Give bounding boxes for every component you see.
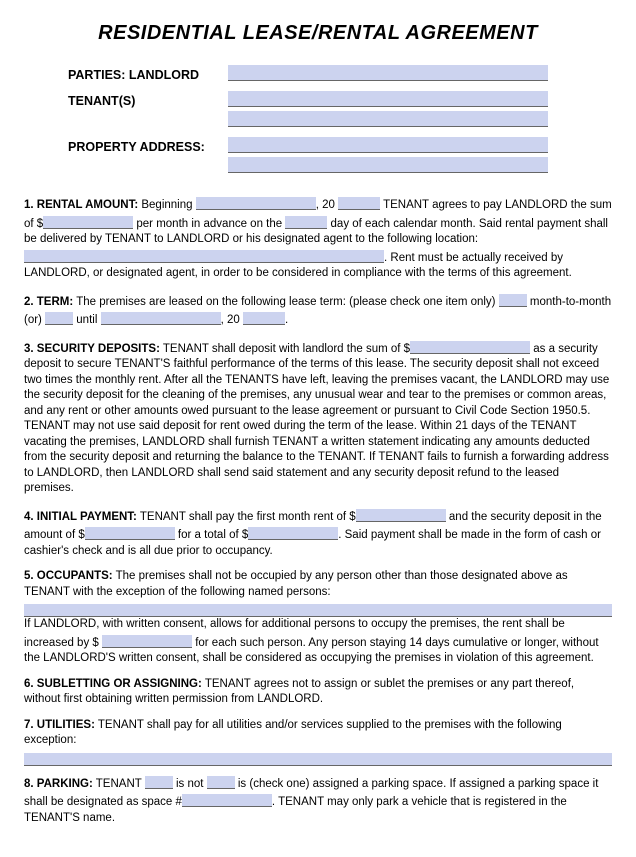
total-payment-field[interactable] [248, 527, 338, 540]
page-title: RESIDENTIAL LEASE/RENTAL AGREEMENT [24, 20, 612, 47]
begin-year-field[interactable] [338, 197, 380, 210]
s2-t4: , 20 [221, 314, 243, 326]
tenant-field-2[interactable] [228, 111, 548, 127]
begin-date-field[interactable] [196, 197, 316, 210]
occupants-names-field[interactable] [24, 604, 612, 617]
parking-isnot-checkbox[interactable] [145, 776, 173, 789]
s2-t5: . [285, 314, 288, 326]
landlord-row: PARTIES: LANDLORD [68, 65, 612, 85]
section-initial-payment: 4. INITIAL PAYMENT: TENANT shall pay the… [24, 507, 612, 560]
section-rental-amount: 1. RENTAL AMOUNT: Beginning , 20 TENANT … [24, 195, 612, 282]
section-5-label: 5. OCCUPANTS: [24, 570, 113, 582]
section-subletting: 6. SUBLETTING OR ASSIGNING: TENANT agree… [24, 677, 612, 708]
section-occupants: 5. OCCUPANTS: The premises shall not be … [24, 569, 612, 667]
s3-t2: as a security deposit to secure TENANT'S… [24, 343, 609, 495]
address-field-1[interactable] [228, 137, 548, 153]
term-end-date-field[interactable] [101, 312, 221, 325]
section-utilities: 7. UTILITIES: TENANT shall pay for all u… [24, 718, 612, 764]
section-term: 2. TERM: The premises are leased on the … [24, 292, 612, 329]
section-parking: 8. PARKING: TENANT is not is (check one)… [24, 774, 612, 827]
section-7-label: 7. UTILITIES: [24, 719, 95, 731]
utilities-exception-field[interactable] [24, 753, 612, 766]
section-6-label: 6. SUBLETTING OR ASSIGNING: [24, 678, 202, 690]
s1-t4: per month in advance on the [133, 218, 285, 230]
header-block: PARTIES: LANDLORD TENANT(S) PROPERTY ADD… [68, 65, 612, 177]
section-3-label: 3. SECURITY DEPOSITS: [24, 343, 160, 355]
payment-location-field[interactable] [24, 250, 384, 263]
address-row: PROPERTY ADDRESS: [68, 137, 612, 177]
section-4-label: 4. INITIAL PAYMENT: [24, 511, 137, 523]
s8-t2: is not [173, 778, 207, 790]
s4-t3: for a total of $ [175, 529, 249, 541]
s8-t1: TENANT [93, 778, 145, 790]
landlord-label: PARTIES: LANDLORD [68, 65, 228, 84]
s1-t2: , 20 [316, 199, 338, 211]
due-day-field[interactable] [285, 216, 327, 229]
s3-t1: TENANT shall deposit with landlord the s… [160, 343, 410, 355]
term-mtm-checkbox[interactable] [499, 294, 527, 307]
section-1-label: 1. RENTAL AMOUNT: [24, 199, 138, 211]
section-8-label: 8. PARKING: [24, 778, 93, 790]
rent-amount-field[interactable] [43, 216, 133, 229]
tenant-field-1[interactable] [228, 91, 548, 107]
s1-t1: Beginning [138, 199, 196, 211]
s7-t1: TENANT shall pay for all utilities and/o… [24, 719, 562, 747]
s4-t1: TENANT shall pay the first month rent of… [137, 511, 356, 523]
term-fixed-checkbox[interactable] [45, 312, 73, 325]
parking-space-number-field[interactable] [182, 794, 272, 807]
landlord-field[interactable] [228, 65, 548, 81]
parking-is-checkbox[interactable] [207, 776, 235, 789]
deposit-amount-field[interactable] [85, 527, 175, 540]
section-2-label: 2. TERM: [24, 296, 73, 308]
address-field-2[interactable] [228, 157, 548, 173]
section-security-deposits: 3. SECURITY DEPOSITS: TENANT shall depos… [24, 339, 612, 497]
security-deposit-field[interactable] [410, 341, 530, 354]
first-month-rent-field[interactable] [356, 509, 446, 522]
tenant-row: TENANT(S) [68, 91, 612, 131]
extra-person-rent-field[interactable] [102, 635, 192, 648]
term-end-year-field[interactable] [243, 312, 285, 325]
tenant-label: TENANT(S) [68, 91, 228, 110]
s2-t1: The premises are leased on the following… [73, 296, 499, 308]
address-label: PROPERTY ADDRESS: [68, 137, 228, 156]
s2-t3: until [73, 314, 101, 326]
